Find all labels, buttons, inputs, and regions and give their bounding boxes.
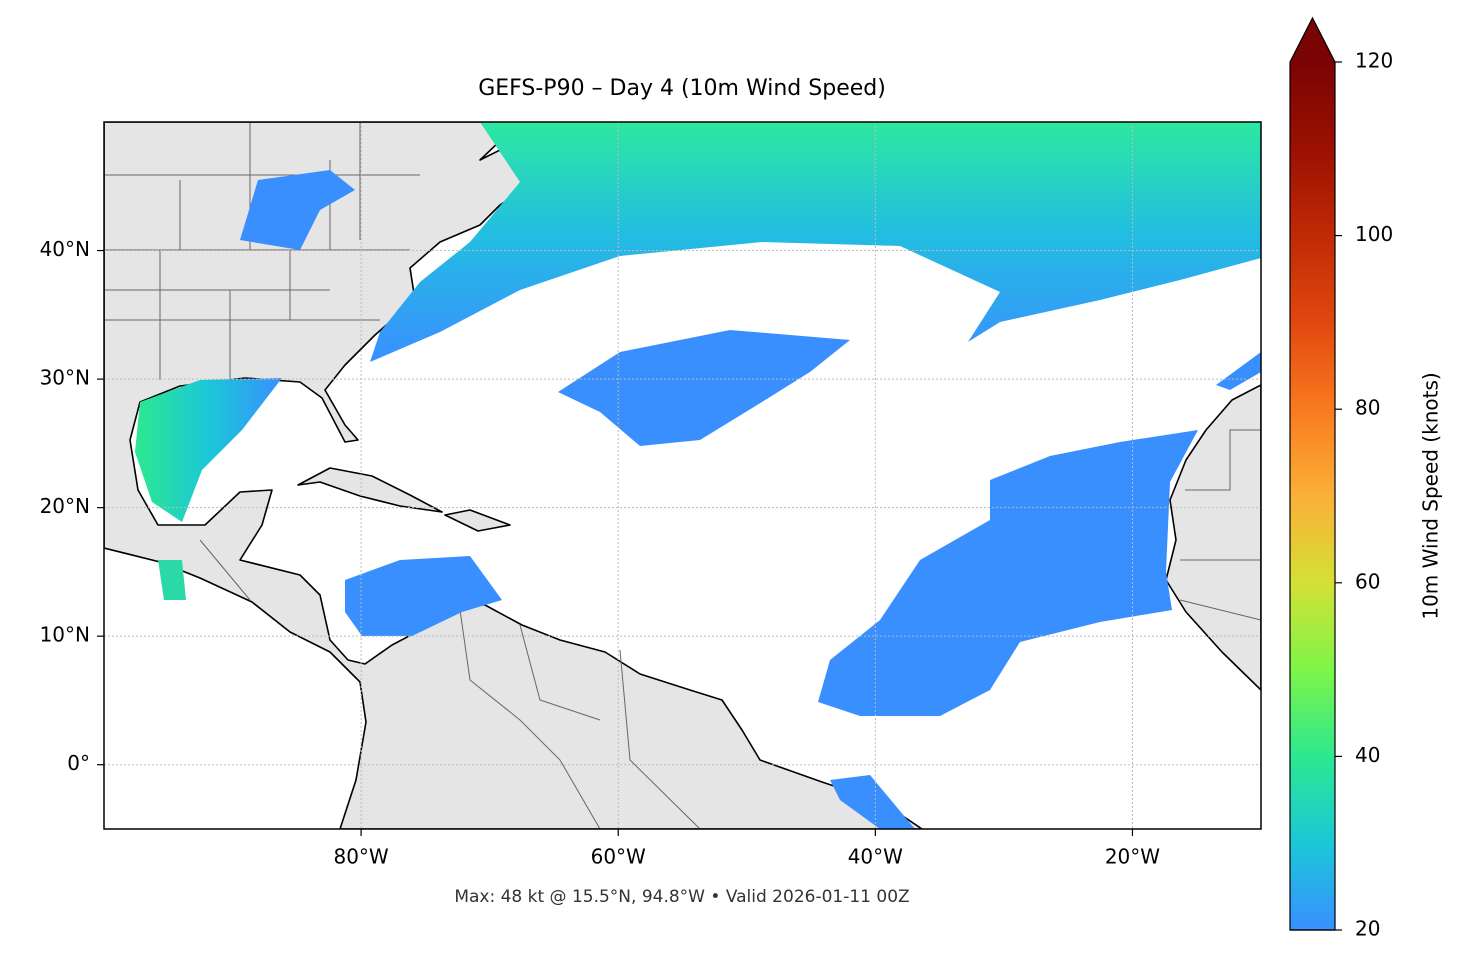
wind-region bbox=[558, 330, 850, 446]
colorbar-tick-label: 20 bbox=[1355, 917, 1380, 941]
state-borders bbox=[104, 122, 1261, 829]
hispaniola bbox=[444, 509, 511, 532]
gridlines bbox=[104, 122, 1261, 829]
wind-region bbox=[135, 378, 282, 522]
colorbar-extension bbox=[1290, 18, 1335, 62]
map-area bbox=[104, 122, 1261, 829]
y-tick-label: 10°N bbox=[40, 623, 90, 647]
wind-region bbox=[1216, 352, 1261, 390]
footer-note: Max: 48 kt @ 15.5°N, 94.8°W • Valid 2026… bbox=[454, 887, 909, 907]
x-tick-label: 60°W bbox=[591, 845, 646, 869]
colorbar: 20 40 60 80 100 120 10m Wind Speed (knots) bbox=[1289, 16, 1443, 941]
wind-region bbox=[158, 560, 186, 600]
colorbar-tick-label: 60 bbox=[1355, 569, 1380, 593]
colorbar-fill bbox=[1290, 62, 1335, 930]
x-tick-label: 20°W bbox=[1105, 845, 1160, 869]
map-title: GEFS-P90 – Day 4 (10m Wind Speed) bbox=[478, 76, 886, 101]
y-tick-label: 20°N bbox=[40, 494, 90, 518]
x-tick-label: 80°W bbox=[333, 845, 388, 869]
map-frame bbox=[103, 121, 1262, 830]
cuba bbox=[297, 467, 443, 513]
colorbar-tick-label: 40 bbox=[1355, 743, 1380, 767]
colorbar-tick-label: 80 bbox=[1355, 396, 1380, 420]
colorbar-tick-label: 100 bbox=[1355, 222, 1393, 246]
y-tick-label: 0° bbox=[67, 751, 90, 775]
y-tick-label: 30°N bbox=[40, 366, 90, 390]
wind-region bbox=[818, 430, 1198, 716]
x-tick-label: 40°W bbox=[848, 845, 903, 869]
wind-region bbox=[240, 170, 355, 250]
y-tick-label: 40°N bbox=[40, 237, 90, 261]
wind-region bbox=[345, 556, 502, 636]
colorbar-label: 10m Wind Speed (knots) bbox=[1419, 372, 1443, 619]
wind-region bbox=[830, 775, 915, 829]
colorbar-tick-label: 120 bbox=[1355, 49, 1393, 73]
wind-region bbox=[370, 122, 1261, 362]
